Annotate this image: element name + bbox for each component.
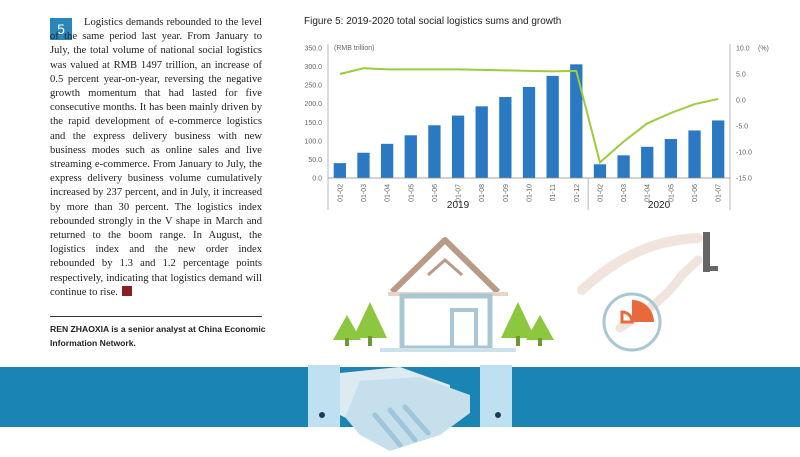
y-tick-left: 250.0: [304, 83, 322, 90]
bar: [688, 130, 701, 178]
y-tick-left: 50.0: [308, 157, 322, 164]
x-tick-label: 01-11: [550, 184, 557, 201]
x-tick-label: 01-03: [361, 184, 368, 202]
x-tick-label: 01-09: [503, 184, 510, 202]
x-tick-label: 01-03: [621, 184, 628, 202]
bar: [664, 139, 678, 178]
article-body: Logistics demands rebounded to the level…: [50, 16, 262, 300]
bar: [617, 155, 630, 178]
x-tick-label: 01-04: [385, 184, 392, 202]
y-tick-right: 10.0: [736, 46, 750, 53]
logistics-chart: 0.0 50.0 100.0 150.0 200.0 250.0 300.0 350.0 -15…: [304, 44, 769, 211]
x-tick-label: 01-08: [479, 184, 486, 202]
bar: [570, 64, 583, 178]
x-tick-label: 01-04: [645, 184, 652, 202]
article-end-mark-icon: [121, 285, 132, 296]
logistics-illustration: [333, 232, 718, 352]
x-tick-label: 01-05: [408, 184, 415, 202]
bar: [428, 125, 441, 178]
x-tick-label: 01-12: [574, 184, 581, 202]
x-tick-label: 01-10: [527, 184, 534, 202]
y-tick-right: 0.0: [736, 98, 746, 105]
y-tick-left: 350.0: [304, 46, 322, 53]
handshake-icon: [308, 365, 512, 451]
x-tick-label: 01-07: [456, 184, 463, 202]
y-axis-right-label: (%): [758, 46, 769, 53]
y-tick-right: 5.0: [736, 72, 746, 79]
y-tick-left: 200.0: [304, 101, 322, 108]
tree-icon: [501, 302, 554, 346]
bar: [404, 135, 417, 178]
y-tick-right: -15.0: [736, 176, 752, 183]
bar: [712, 120, 725, 178]
author-rule: [50, 316, 262, 317]
y-tick-left: 150.0: [304, 120, 322, 127]
bar: [522, 87, 536, 178]
y-tick-left: 300.0: [304, 64, 322, 71]
article-text: Logistics demands rebounded to the level…: [50, 17, 262, 298]
y-axis-left-label: (RMB trillion): [334, 45, 374, 52]
x-tick-label: 01-06: [692, 184, 699, 202]
bar: [641, 146, 654, 178]
figure-title: Figure 5: 2019-2020 total social logisti…: [304, 16, 562, 27]
growth-line: [339, 67, 719, 165]
year-label: 2020: [648, 200, 671, 211]
y-tick-right: -5.0: [736, 124, 748, 131]
bar: [451, 115, 465, 178]
x-tick-label: 01-02: [597, 184, 604, 202]
bar: [333, 163, 346, 178]
bar: [546, 75, 559, 178]
bar: [357, 152, 370, 178]
author-bio: REN ZHAOXIA is a senior analyst at China…: [50, 324, 266, 348]
bar: [593, 164, 607, 178]
x-tick-label: 01-02: [337, 184, 344, 202]
bar: [475, 106, 488, 178]
x-tick-label: 01-05: [668, 184, 675, 202]
year-label: 2019: [447, 200, 470, 211]
x-tick-label: 01-06: [432, 184, 439, 202]
house-icon: [380, 237, 516, 352]
bar: [499, 97, 512, 178]
bar: [380, 143, 394, 178]
section-number-badge: 5: [50, 18, 72, 40]
y-tick-left: 100.0: [304, 138, 322, 145]
x-tick-label: 01-07: [716, 184, 723, 202]
y-tick-right: -10.0: [736, 150, 752, 157]
tree-icon: [333, 302, 387, 346]
y-tick-left: 0.0: [312, 176, 322, 183]
pie-chart-icon: [602, 292, 662, 352]
